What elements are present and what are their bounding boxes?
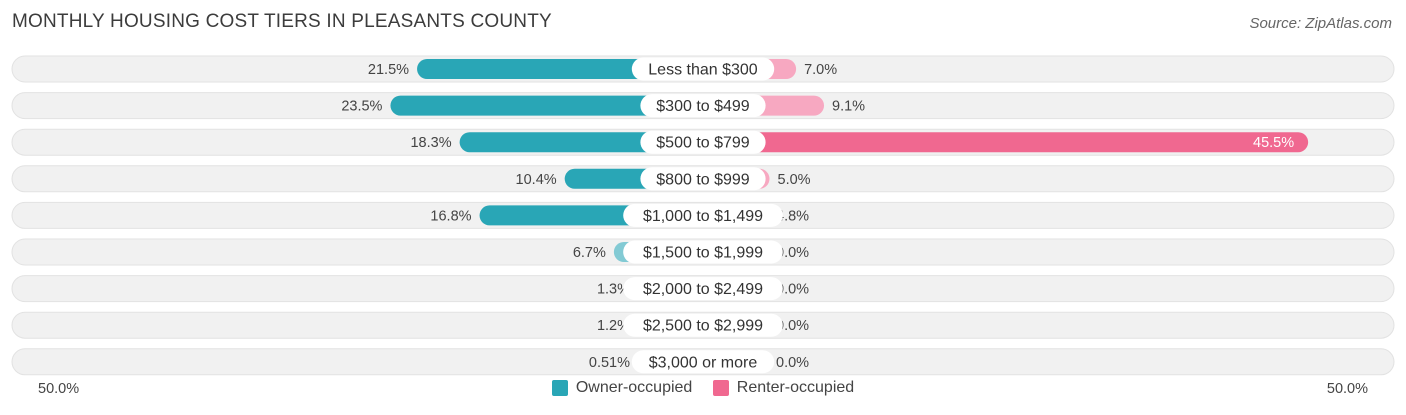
source-note: Source: ZipAtlas.com — [1249, 15, 1392, 32]
renter-value-label: 0.0% — [776, 318, 809, 334]
chart-title: MONTHLY HOUSING COST TIERS IN PLEASANTS … — [12, 11, 552, 32]
category-pill — [640, 94, 766, 118]
chart-area: 21.5% 7.0% Less than $300 23.5% 9.1% $300 to … — [11, 55, 1395, 376]
owner-value-label: 0.51% — [589, 355, 630, 371]
category-pill — [623, 240, 783, 264]
owner-value-label: 1.3% — [597, 282, 630, 298]
legend: Owner-occupied Renter-occupied — [0, 379, 1406, 401]
renter-bar — [703, 132, 1309, 153]
renter-value-label: 0.0% — [776, 245, 809, 261]
owner-value-label: 10.4% — [516, 172, 557, 188]
category-pill — [623, 313, 783, 337]
category-pill — [623, 277, 783, 301]
renter-value-label: 9.1% — [832, 99, 865, 115]
axis-left-label: 50.0% — [38, 381, 80, 397]
owner-bar — [390, 95, 703, 116]
category-pill — [640, 130, 766, 154]
legend-owner-label: Owner-occupied — [575, 379, 693, 396]
category-label: $2,000 to $2,499 — [643, 281, 763, 298]
owner-value-label: 1.2% — [597, 318, 630, 334]
category-pill — [631, 350, 775, 374]
legend-renter-label: Renter-occupied — [736, 379, 855, 396]
owner-swatch-icon — [551, 380, 568, 396]
owner-value-label: 16.8% — [430, 208, 471, 224]
renter-swatch-icon — [712, 380, 729, 396]
category-label: $500 to $799 — [656, 135, 750, 152]
category-label: $3,000 or more — [649, 354, 758, 371]
owner-value-label: 18.3% — [410, 135, 451, 151]
axis-right-label: 50.0% — [1326, 381, 1368, 397]
renter-value-label: 4.8% — [776, 208, 809, 224]
owner-value-label: 21.5% — [368, 62, 409, 78]
owner-value-label: 6.7% — [573, 245, 606, 261]
owner-bar — [417, 59, 703, 79]
renter-value-label: 5.0% — [778, 172, 811, 188]
category-label: $800 to $999 — [656, 171, 750, 188]
renter-value-label: 0.0% — [776, 282, 809, 298]
category-label: $1,000 to $1,499 — [643, 208, 763, 225]
owner-value-label: 23.5% — [341, 99, 382, 115]
category-pill — [623, 203, 783, 227]
category-label: Less than $300 — [648, 62, 758, 79]
category-pill — [640, 167, 766, 191]
category-label: $300 to $499 — [656, 98, 750, 115]
renter-value-label: 0.0% — [776, 355, 809, 371]
renter-value-label: 7.0% — [804, 62, 837, 78]
category-pill — [631, 57, 775, 81]
category-label: $2,500 to $2,999 — [643, 318, 763, 335]
renter-value-label: 45.5% — [1253, 135, 1294, 151]
legend-renter[interactable]: Renter-occupied — [712, 379, 855, 397]
category-label: $1,500 to $1,999 — [643, 245, 763, 262]
legend-owner[interactable]: Owner-occupied — [551, 379, 693, 397]
